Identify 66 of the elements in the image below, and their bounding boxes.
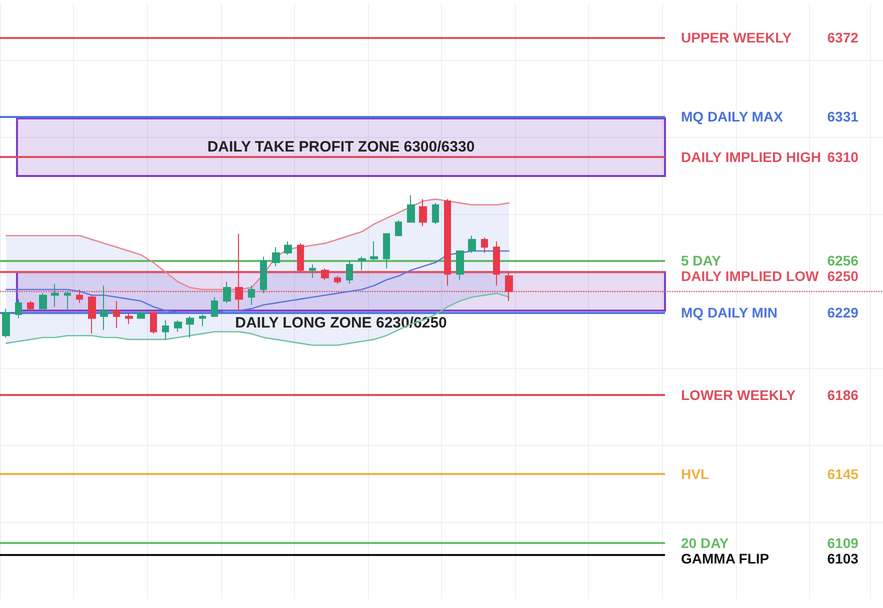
ref-line-label: DAILY IMPLIED LOW [681,268,820,284]
candlestick [64,290,71,312]
candlestick [272,246,280,267]
candlestick [297,242,304,273]
candlestick [395,220,402,236]
line-series [5,198,510,290]
candlestick [235,233,243,312]
ref-line-label: 5 DAY [681,252,722,269]
candlestick [383,233,390,269]
candlestick [309,264,316,278]
candlestick [174,320,182,332]
candlestick [248,285,255,306]
candlestick [88,294,96,334]
candlestick [162,320,169,340]
candlestick [260,256,267,294]
line-series [5,292,510,346]
ref-line-label: HVL [681,466,710,482]
y-tick-label: 6310 [827,148,859,165]
y-tick-label: 6186 [827,387,859,404]
candlestick [76,288,83,304]
candlestick [27,300,34,312]
line-series [5,250,510,314]
y-tick-label: 6331 [827,108,859,124]
candlestick [370,240,378,262]
candlestick [468,235,476,254]
candlestick [407,194,415,223]
candlestick [100,285,108,330]
band-label: DAILY TAKE PROFIT ZONE 6300/6330 [207,138,475,156]
y-tick-label: 6250 [827,268,859,284]
candlestick [481,237,488,254]
ref-line-label: 20 DAY [681,535,730,552]
candlestick [334,276,341,284]
candlestick [444,198,451,286]
candlestick [51,283,59,308]
candlestick [150,310,157,334]
candlestick [39,292,47,310]
y-tick-label: 6372 [827,30,859,46]
ref-line-label: MQ DAILY MAX [681,108,784,124]
candlestick [432,202,439,225]
candlestick [493,240,500,286]
candlestick [186,316,194,338]
candlestick [505,272,513,302]
candlestick [2,308,10,338]
candlestick [199,314,206,326]
y-tick-label: 6145 [827,466,859,482]
y-tick-label: 6103 [827,550,859,567]
candlestick [358,256,366,271]
candlestick [125,312,133,325]
ref-line-label: DAILY IMPLIED HIGH [681,148,822,165]
candlestick [419,198,427,227]
ref-line-label: UPPER WEEKLY [681,30,792,46]
candlestick [211,296,218,317]
y-tick-label: 6229 [827,304,859,321]
candlestick [113,300,120,328]
ref-line-label: MQ DAILY MIN [681,304,778,321]
y-tick-label: 6109 [827,535,859,552]
candlestick [137,310,145,319]
candlestick [456,250,464,280]
candlestick [284,240,292,256]
candlestick [15,298,22,319]
candlestick [321,268,329,280]
candlestick [346,260,353,284]
y-tick-label: 6256 [827,252,859,269]
ref-line-label: LOWER WEEKLY [681,387,796,404]
ref-line-label: GAMMA FLIP [681,550,770,567]
candlestick [223,281,231,304]
